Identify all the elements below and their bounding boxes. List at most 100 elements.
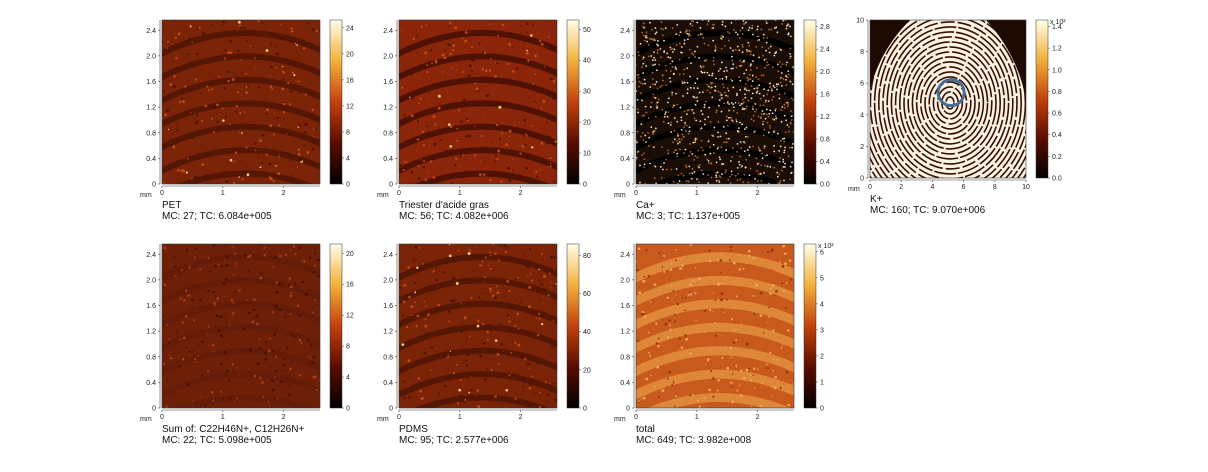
x-tick-label: 0 (634, 190, 638, 197)
panel-caption: total MC: 649; TC: 3.982e+008 (636, 424, 751, 446)
y-tick-label: 0 (626, 406, 630, 413)
colorbar-tick-label: 2.8 (820, 24, 830, 31)
y-tick-label: 2.4 (146, 28, 156, 35)
x-tick-label: 0 (160, 190, 164, 197)
x-tick-label: 4 (930, 184, 934, 191)
y-tick-label: 0.8 (146, 354, 156, 361)
colorbar-tick-label: 0 (583, 406, 587, 413)
y-tick-label: 1.2 (383, 105, 393, 112)
x-tick-label: 2 (519, 414, 523, 421)
y-tick-label: 1.2 (620, 329, 630, 336)
ion-stats: MC: 649; TC: 3.982e+008 (636, 435, 752, 446)
y-tick-label: 0.8 (383, 354, 393, 361)
colorbar-tick-label: 16 (346, 282, 354, 289)
colorbar-tick-label: 1.6 (820, 92, 830, 99)
colorbar-tick-label: 50 (583, 27, 591, 34)
y-tick-label: 2.0 (620, 53, 630, 60)
colorbar-tick-label: 6 (820, 249, 824, 256)
species-name: Sum of: C22H46N+, C12H26N+ (162, 424, 305, 435)
panel-caption: PDMS MC: 95; TC: 2.577e+006 (399, 424, 509, 446)
colorbar-tick-label: 3 (820, 327, 824, 334)
y-tick-label: 0.4 (146, 380, 156, 387)
y-tick-label: 0.4 (146, 156, 156, 163)
y-tick-label: 2.4 (620, 252, 630, 259)
y-tick-label: 2.4 (383, 252, 393, 259)
colorbar-tick-label: 0.4 (1052, 132, 1062, 139)
y-tick-label: 2.0 (620, 277, 630, 284)
ion-stats: MC: 95; TC: 2.577e+006 (399, 435, 509, 446)
map-image (162, 20, 320, 184)
panel-pdms: 0 0.4 0.8 1.2 1.6 2.0 2.4 0 1 2 mm 0 20 40 60 80 PDMS MC:… (377, 238, 597, 450)
x-tick-label: 0 (397, 190, 401, 197)
axis-unit-label: mm (848, 186, 860, 193)
ion-stats: MC: 160; TC: 9.070e+006 (870, 205, 986, 216)
colorbar-tick-label: 0.6 (1052, 111, 1062, 118)
colorbar-tick-label: 1.4 (1052, 24, 1062, 31)
colorbar-exponent: x 10² (818, 243, 834, 250)
y-tick-label: 0.4 (620, 380, 630, 387)
colorbar-tick-label: 0 (346, 406, 350, 413)
colorbar-tick-label: 1 (820, 379, 824, 386)
axis-unit-label: mm (614, 416, 626, 423)
y-tick-label: 1.6 (146, 303, 156, 310)
y-tick-label: 8 (860, 49, 864, 56)
y-tick-label: 0 (626, 182, 630, 189)
colorbar-tick-label: 0.4 (820, 159, 830, 166)
colorbar (329, 19, 343, 185)
y-tick-label: 2.4 (620, 28, 630, 35)
axis-unit-label: mm (140, 416, 152, 423)
colorbar-tick-label: 2.4 (820, 47, 830, 54)
panel-caption: K+ MC: 160; TC: 9.070e+006 (870, 194, 985, 216)
y-tick-label: 1.2 (146, 105, 156, 112)
map-image (399, 244, 557, 408)
colorbar-tick-label: 0 (583, 182, 587, 189)
y-tick-label: 2 (860, 144, 864, 151)
colorbar-tick-label: 16 (346, 77, 354, 84)
colorbar-tick-label: 10 (583, 151, 591, 158)
map-image (870, 20, 1026, 178)
y-tick-label: 1.6 (146, 79, 156, 86)
colorbar-tick-label: 0.8 (1052, 89, 1062, 96)
x-tick-label: 2 (282, 190, 286, 197)
colorbar-tick-label: 0 (346, 182, 350, 189)
x-tick-label: 1 (695, 414, 699, 421)
y-tick-label: 10 (856, 18, 864, 25)
panel-k: 0 2 4 6 8 10 0 2 4 6 8 10 mm 0.0 0.2 0.4 0.6 0.8 1.0 1.2 1.4… (848, 14, 1078, 224)
y-tick-label: 0 (389, 182, 393, 189)
map-image (636, 20, 794, 184)
species-name: K+ (870, 194, 883, 205)
x-tick-label: 2 (756, 414, 760, 421)
y-tick-label: 4 (860, 112, 864, 119)
species-name: PDMS (399, 424, 428, 435)
panel-total: 0 0.4 0.8 1.2 1.6 2.0 2.4 0 1 2 mm 0 1 2 3 4 5 6 x 10² tota… (614, 238, 834, 450)
x-tick-label: 1 (695, 190, 699, 197)
x-tick-label: 0 (868, 184, 872, 191)
x-tick-label: 0 (397, 414, 401, 421)
colorbar-tick-label: 24 (346, 25, 354, 32)
y-tick-label: 1.6 (620, 79, 630, 86)
x-tick-label: 1 (458, 414, 462, 421)
y-tick-label: 0 (152, 182, 156, 189)
y-tick-label: 1.6 (383, 303, 393, 310)
y-tick-label: 0.4 (620, 156, 630, 163)
y-tick-label: 1.2 (620, 105, 630, 112)
colorbar-tick-label: 12 (346, 103, 354, 110)
panel-graphic: 0 2 4 6 8 10 0 2 4 6 8 10 mm 0.0 0.2 0.4 0.6 0.8 1.0 1.2 1.4… (848, 18, 1066, 194)
colorbar-tick-label: 8 (346, 344, 350, 351)
panel-pet: 0 0.4 0.8 1.2 1.6 2.0 2.4 0 1 2 mm 0 4 8 12 16 20 24 PET MC… (140, 14, 360, 224)
colorbar-tick-label: 40 (583, 58, 591, 65)
axis-unit-label: mm (377, 192, 389, 199)
colorbar-tick-label: 4 (820, 301, 824, 308)
y-tick-label: 0.4 (383, 156, 393, 163)
y-tick-label: 6 (860, 81, 864, 88)
colorbar-tick-label: 80 (583, 253, 591, 260)
colorbar-tick-label: 20 (583, 367, 591, 374)
colorbar-tick-label: 8 (346, 129, 350, 136)
y-tick-label: 0.8 (620, 354, 630, 361)
y-tick-label: 0.8 (620, 130, 630, 137)
colorbar (329, 243, 343, 409)
panel-caption: PET MC: 27; TC: 6.084e+005 (162, 200, 272, 222)
